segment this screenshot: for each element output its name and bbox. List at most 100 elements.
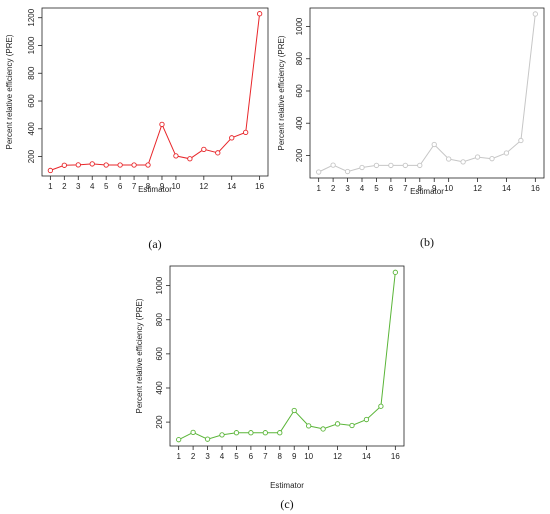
x-tick-label: 6 (118, 182, 123, 191)
x-tick-label: 16 (531, 184, 540, 193)
line-series (176, 269, 398, 443)
x-tick-label: 2 (331, 184, 336, 193)
data-point (131, 162, 137, 168)
x-tick-label: 1 (176, 452, 181, 461)
x-tick-label: 10 (444, 184, 453, 193)
panel-caption: (c) (280, 497, 293, 511)
data-point (392, 269, 398, 275)
data-point (388, 162, 394, 169)
series-line (318, 13, 536, 173)
data-point (201, 146, 207, 152)
y-tick-label: 600 (27, 94, 36, 108)
data-point (117, 162, 123, 168)
data-point (349, 422, 355, 429)
x-tick-label: 5 (104, 182, 109, 191)
data-point (359, 164, 365, 171)
data-point (176, 437, 182, 443)
x-tick-label: 3 (205, 452, 210, 461)
data-point (518, 137, 524, 144)
x-tick-label: 14 (227, 182, 236, 191)
data-point (243, 129, 249, 136)
data-point (402, 162, 408, 169)
data-point (256, 11, 263, 17)
data-point (460, 159, 466, 165)
data-point (474, 154, 481, 160)
data-point (431, 141, 437, 148)
data-point (145, 162, 151, 168)
x-tick-label: 9 (432, 184, 437, 193)
y-tick-label: 800 (27, 66, 36, 80)
y-tick-label: 1000 (155, 276, 164, 294)
y-axis: 200 400 600 800 1000 (155, 276, 170, 429)
y-tick-label: 400 (295, 116, 304, 130)
data-point (277, 430, 283, 436)
data-point (291, 407, 297, 414)
x-tick-label: 7 (263, 452, 268, 461)
x-tick-label: 8 (418, 184, 423, 193)
x-tick-label: 12 (199, 182, 208, 191)
data-point (103, 162, 109, 168)
x-tick-label: 2 (191, 452, 196, 461)
x-tick-label: 14 (362, 452, 371, 461)
y-tick-label: 600 (295, 84, 304, 98)
data-point (344, 168, 351, 175)
x-tick-label: 8 (146, 182, 151, 191)
data-point (316, 169, 322, 175)
y-tick-label: 1200 (27, 8, 36, 26)
data-point (89, 161, 95, 167)
y-tick-label: 600 (155, 347, 164, 361)
data-point (61, 162, 67, 168)
y-axis: 200 400 600 800 1000 1200 (27, 8, 42, 163)
x-tick-label: 16 (255, 182, 264, 191)
data-point (248, 430, 254, 436)
x-tick-label: 10 (304, 452, 313, 461)
series-line (178, 272, 396, 441)
line-series (47, 11, 263, 174)
panel-caption: (b) (420, 235, 434, 249)
data-point (532, 11, 538, 17)
x-tick-label: 6 (249, 452, 254, 461)
x-tick-label: 10 (171, 182, 180, 191)
y-tick-label: 1000 (27, 36, 36, 54)
x-tick-label: 4 (220, 452, 225, 461)
data-point (320, 426, 326, 432)
data-point (187, 156, 193, 162)
x-tick-label: 1 (48, 182, 53, 191)
x-axis: 1 2 3 4 5 6 7 8 9 10 12 14 16 (316, 178, 540, 193)
data-point (190, 429, 196, 436)
data-point (334, 421, 341, 427)
x-tick-label: 16 (391, 452, 400, 461)
x-axis-title: Estimator (410, 187, 444, 196)
x-tick-label: 8 (278, 452, 283, 461)
panel-caption: (a) (148, 237, 161, 251)
data-point (262, 430, 268, 436)
y-axis-title: Percent relative efficiency (PRE) (5, 34, 14, 149)
x-axis-title: Estimator (138, 185, 172, 194)
x-tick-label: 12 (473, 184, 482, 193)
x-tick-label: 5 (234, 452, 239, 461)
x-tick-label: 3 (345, 184, 350, 193)
x-tick-label: 1 (316, 184, 321, 193)
data-point (204, 436, 211, 442)
data-point (503, 150, 510, 156)
plot-frame (41, 7, 269, 177)
data-point (306, 423, 312, 429)
data-point (75, 162, 81, 168)
y-tick-label: 1000 (295, 17, 304, 35)
y-tick-label: 400 (155, 381, 164, 395)
data-point (173, 153, 179, 159)
data-point (373, 162, 380, 169)
data-point (215, 150, 221, 156)
x-tick-label: 9 (292, 452, 297, 461)
data-point (378, 403, 384, 409)
data-point (159, 121, 165, 128)
x-axis: 1 2 3 4 5 6 7 8 9 10 12 14 16 (48, 176, 265, 191)
y-tick-label: 400 (27, 122, 36, 136)
data-point (489, 156, 495, 162)
data-point (330, 162, 336, 168)
data-point (446, 156, 452, 162)
y-tick-label: 200 (295, 148, 304, 162)
x-tick-label: 5 (374, 184, 379, 193)
plot-frame (169, 265, 405, 447)
